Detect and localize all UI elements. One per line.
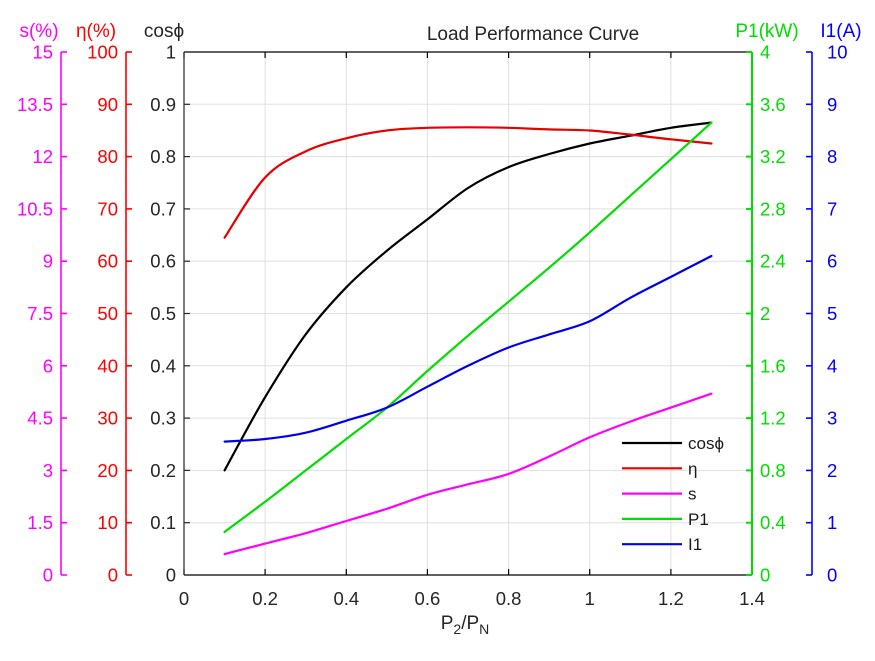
s-tick-label: 7.5 [27,303,53,324]
eta-tick-label: 50 [97,303,118,324]
cos-tick-label: 0.8 [150,146,176,167]
p1-tick-label: 0 [760,564,770,585]
legend: cosϕ ηs P1 I1 [622,434,724,554]
x-tick-label: 0.8 [496,588,522,609]
p1-tick-label: 1.2 [760,408,786,429]
cos-tick-label: 1 [166,41,176,62]
axis-tick-labels: 0 0.2 0.4 0.6 0.8 1 1.2 1.401.534.567.5910.5121… [17,41,848,609]
cos-phi-axis-title: cosϕ [144,21,184,42]
axes [60,51,813,576]
x-tick-label: 1.4 [739,588,765,609]
x-axis-title-base: P [441,613,454,634]
x-axis-title-sub2: N [479,621,489,637]
i1-tick-label: 5 [827,303,837,324]
p1-tick-label: 3.2 [760,146,786,167]
i1-tick-label: 0 [827,564,837,585]
p1-tick-label: 1.6 [760,355,786,376]
x-tick-label: 0.2 [252,588,278,609]
curve-p1 [223,121,713,533]
eta-tick-label: 60 [97,251,118,272]
cos-tick-label: 0.5 [150,303,176,324]
s-tick-label: 9 [43,251,53,272]
cos-tick-label: 0 [166,564,176,585]
curve-i1 [223,254,713,443]
eta-tick-label: 30 [97,408,118,429]
eta-tick-label: 40 [97,355,118,376]
cos-tick-label: 0.6 [150,251,176,272]
legend-label-i1: I1 [688,535,702,554]
s-tick-label: 13.5 [17,94,53,115]
cos-tick-label: 0.7 [150,198,176,219]
p1-tick-label: 2.8 [760,198,786,219]
i1-tick-label: 10 [827,41,848,62]
legend-label-s: s [688,485,697,504]
eta-tick-label: 0 [108,564,118,585]
cos-tick-label: 0.1 [150,512,176,533]
i1-tick-label: 4 [827,355,837,376]
x-tick-label: 0.6 [415,588,441,609]
eta-tick-label: 10 [97,512,118,533]
i1-axis-title: I1(A) [820,21,861,42]
i1-tick-label: 6 [827,251,837,272]
s-tick-label: 1.5 [27,512,53,533]
p1-tick-label: 4 [760,41,770,62]
s-tick-label: 10.5 [17,198,53,219]
x-axis-title: P2/PN [441,613,490,637]
curve-s [223,392,713,556]
x-tick-label: 0 [179,588,189,609]
curves [223,121,713,556]
s-tick-label: 15 [32,41,53,62]
cos-tick-label: 0.2 [150,460,176,481]
cos-tick-label: 0.9 [150,94,176,115]
p1-axis-title: P1(kW) [735,21,798,42]
s-tick-label: 4.5 [27,408,53,429]
eta-axis-title: η(%) [76,21,116,42]
s-tick-label: 6 [43,355,53,376]
chart-title: Load Performance Curve [427,24,639,45]
i1-tick-label: 3 [827,408,837,429]
x-axis-title-base2: P [466,613,479,634]
eta-tick-label: 90 [97,94,118,115]
p1-tick-label: 2 [760,303,770,324]
p1-tick-label: 0.8 [760,460,786,481]
curve-eta [223,126,713,239]
p1-tick-label: 3.6 [760,94,786,115]
p1-tick-label: 2.4 [760,251,786,272]
eta-tick-label: 100 [87,41,118,62]
x-axis-title-sub: 2 [453,621,461,637]
i1-tick-label: 7 [827,198,837,219]
i1-tick-label: 1 [827,512,837,533]
x-tick-label: 1 [585,588,595,609]
cos-tick-label: 0.4 [150,355,176,376]
eta-tick-label: 80 [97,146,118,167]
legend-label-p1: P1 [688,510,709,529]
s-tick-label: 0 [43,564,53,585]
legend-label-cos: cosϕ [688,434,724,453]
x-tick-label: 1.2 [658,588,684,609]
legend-label-eta: η [688,459,697,478]
s-tick-label: 12 [32,146,53,167]
x-tick-label: 0.4 [333,588,359,609]
cos-tick-label: 0.3 [150,408,176,429]
eta-tick-label: 70 [97,198,118,219]
i1-tick-label: 9 [827,94,837,115]
eta-tick-label: 20 [97,460,118,481]
i1-tick-label: 2 [827,460,837,481]
i1-tick-label: 8 [827,146,837,167]
s-tick-label: 3 [43,460,53,481]
gridlines [184,52,752,575]
x-axis-title-slash: / [461,613,467,634]
p1-tick-label: 0.4 [760,512,786,533]
s-axis-title: s(%) [19,21,58,42]
